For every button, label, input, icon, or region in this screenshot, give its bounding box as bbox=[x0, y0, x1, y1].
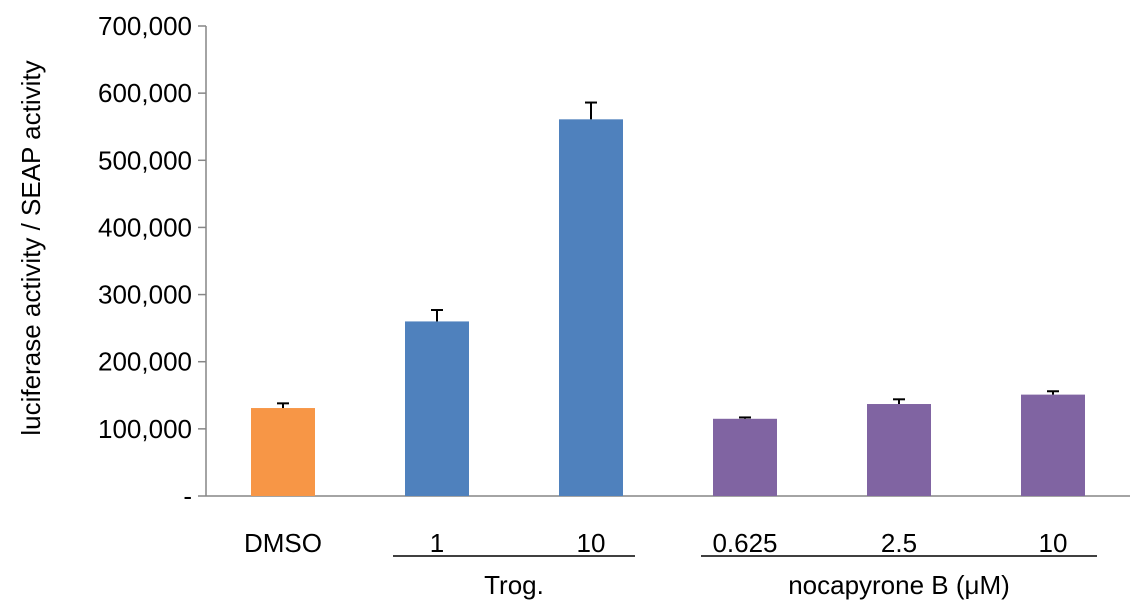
y-tick-label: 300,000 bbox=[98, 280, 192, 310]
group-label: nocapyrone B (μM) bbox=[788, 570, 1010, 600]
bar bbox=[867, 404, 931, 496]
y-tick-label: 700,000 bbox=[98, 11, 192, 41]
y-tick-label: 200,000 bbox=[98, 347, 192, 377]
bar bbox=[251, 408, 315, 496]
category-label: 10 bbox=[1039, 528, 1068, 558]
group-label: Trog. bbox=[484, 570, 544, 600]
y-tick-label: - bbox=[183, 481, 192, 511]
category-label: 10 bbox=[577, 528, 606, 558]
category-label: 0.625 bbox=[712, 528, 777, 558]
category-labels: DMSO 1 10 0.625 2.5 10 bbox=[244, 528, 1067, 558]
category-label: DMSO bbox=[244, 528, 322, 558]
bar bbox=[405, 321, 469, 496]
category-label: 2.5 bbox=[881, 528, 917, 558]
y-axis: - 100,000 200,000 300,000 400,000 500,000 600,… bbox=[98, 11, 207, 511]
bar bbox=[713, 418, 777, 496]
bar bbox=[1021, 394, 1085, 496]
y-tick-label: 400,000 bbox=[98, 212, 192, 242]
y-tick-label: 600,000 bbox=[98, 78, 192, 108]
bars bbox=[251, 101, 1085, 496]
bar bbox=[559, 119, 623, 496]
y-axis-title: luciferase activity / SEAP activity bbox=[16, 60, 46, 435]
group-labels: Trog. nocapyrone B (μM) bbox=[393, 555, 1097, 600]
category-label: 1 bbox=[430, 528, 444, 558]
y-tick-label: 500,000 bbox=[98, 145, 192, 175]
y-tick-label: 100,000 bbox=[98, 414, 192, 444]
